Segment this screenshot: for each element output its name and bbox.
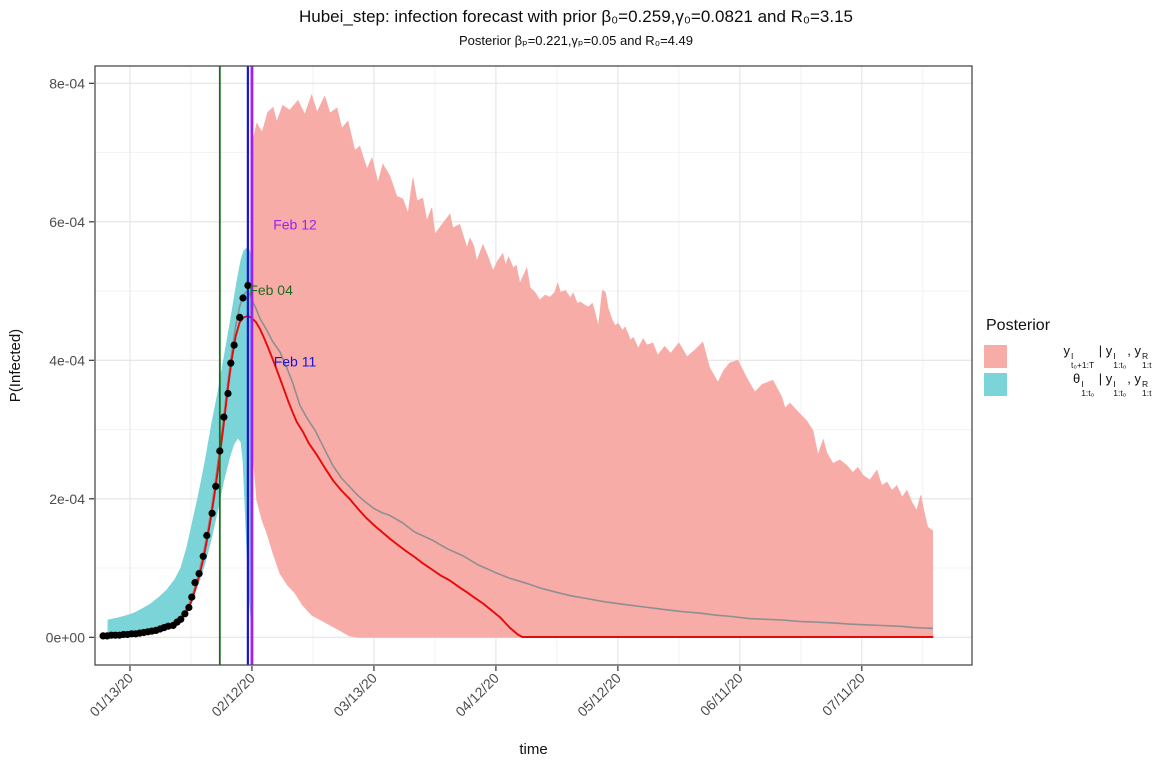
x-tick-label: 07/11/20 xyxy=(819,670,868,719)
x-tick-label: 01/13/20 xyxy=(86,670,136,720)
legend-swatch xyxy=(984,345,1007,368)
data-point xyxy=(230,341,238,349)
data-point xyxy=(220,413,228,421)
data-point xyxy=(224,389,232,398)
data-point xyxy=(188,593,196,601)
chart-title: Hubei_step: infection forecast with prio… xyxy=(298,7,854,26)
data-point xyxy=(203,531,211,540)
x-tick-label: 03/13/20 xyxy=(330,670,380,720)
prior-median-line xyxy=(102,289,934,637)
y-tick-label: 8e-04 xyxy=(49,75,85,91)
data-point xyxy=(216,447,224,455)
data-point xyxy=(181,610,189,618)
y-tick-label: 2e-04 xyxy=(49,491,85,507)
legend-label: θI1:t₀ | yI1:t₀, yR1:t₀ xyxy=(1072,370,1152,399)
x-tick-label: 04/12/20 xyxy=(452,670,502,720)
legend-swatch xyxy=(984,373,1007,396)
vline-label: Feb 12 xyxy=(273,216,317,232)
panel-border xyxy=(94,65,973,666)
data-point xyxy=(195,570,203,578)
y-tick-label: 6e-04 xyxy=(49,214,85,230)
data-point xyxy=(185,603,193,612)
legend-entry: θI1:t₀ | yI1:t₀, yR1:t₀ xyxy=(984,370,1152,399)
data-point xyxy=(199,552,207,560)
data-point xyxy=(191,579,199,587)
x-axis-title: time xyxy=(519,741,547,758)
y-axis-title: P(Infected) xyxy=(7,329,24,402)
data-point xyxy=(227,359,235,367)
data-point xyxy=(236,313,244,321)
data-point xyxy=(244,281,252,290)
x-tick-label: 02/12/20 xyxy=(208,670,258,720)
data-point xyxy=(208,509,216,517)
y-tick-label: 4e-04 xyxy=(49,352,85,368)
data-point xyxy=(212,482,220,490)
forecast-ribbon xyxy=(251,93,933,638)
vline-label: Feb 04 xyxy=(249,282,293,298)
chart-subtitle: Posterior βₚ=0.221,γₚ=0.05 and R₀=4.49 xyxy=(459,33,693,48)
x-tick-label: 05/12/20 xyxy=(574,670,624,720)
vline-label: Feb 11 xyxy=(274,354,317,370)
x-tick-label: 06/11/20 xyxy=(697,670,746,719)
posterior-median-line xyxy=(102,315,934,638)
data-point xyxy=(239,294,247,302)
legend-title: Posterior xyxy=(986,317,1051,334)
y-tick-label: 0e+00 xyxy=(46,629,86,645)
data-point xyxy=(177,615,185,623)
